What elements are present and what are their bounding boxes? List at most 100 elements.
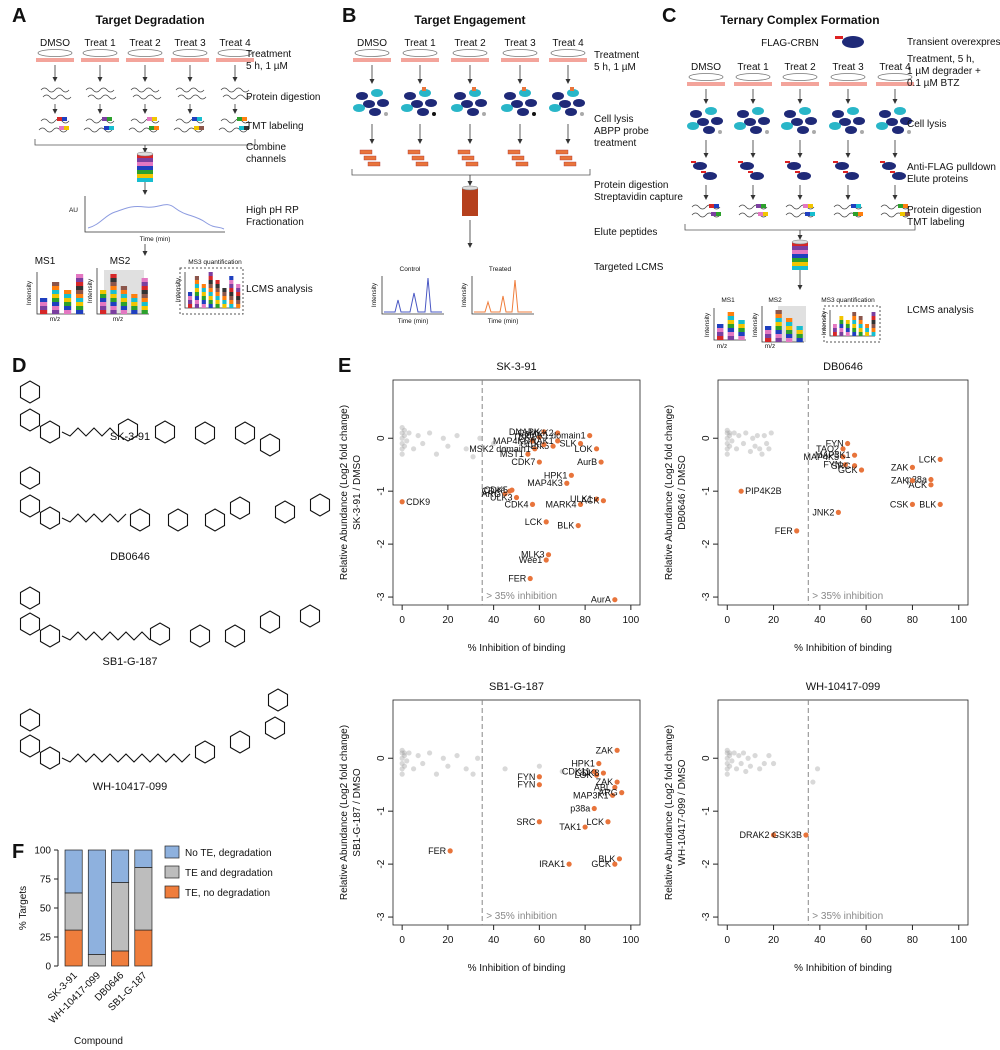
condition-label: Treat 1 bbox=[404, 38, 436, 49]
arrow-head bbox=[232, 77, 238, 82]
flag-tag bbox=[701, 171, 706, 173]
protein bbox=[451, 104, 463, 112]
y-axis-label: DB0646 / DMSO bbox=[677, 455, 688, 530]
spectrum-band bbox=[120, 298, 128, 302]
spectrum-band bbox=[236, 284, 241, 288]
spectrum-band bbox=[76, 290, 84, 294]
tmt-tag bbox=[858, 212, 863, 216]
point bbox=[401, 752, 408, 759]
tmt-tag bbox=[810, 212, 815, 216]
chart-title: DB0646 bbox=[823, 361, 863, 373]
chart-title: SK-3-91 bbox=[496, 361, 536, 373]
highlighted-point bbox=[835, 509, 841, 515]
point bbox=[559, 768, 565, 775]
point bbox=[420, 760, 426, 767]
column-top bbox=[791, 239, 809, 245]
point-label: DNAPK bbox=[509, 427, 540, 437]
point-label: Erk5 bbox=[531, 441, 550, 451]
point bbox=[724, 755, 730, 761]
protein bbox=[454, 92, 466, 100]
point-label: CaMKK2 bbox=[518, 428, 554, 438]
tmt-tag bbox=[756, 204, 761, 208]
spectrum-band bbox=[775, 310, 782, 314]
protein bbox=[417, 108, 429, 116]
spectrum-band bbox=[110, 302, 117, 306]
spectrum-band bbox=[845, 328, 850, 332]
arrow-head bbox=[892, 195, 898, 200]
peptide-tag bbox=[367, 161, 381, 167]
tmt-tag bbox=[716, 212, 721, 216]
crbn bbox=[845, 172, 859, 180]
treatment-bar bbox=[36, 58, 74, 62]
panel-letter: A bbox=[12, 5, 26, 27]
peptide bbox=[130, 118, 160, 124]
point bbox=[736, 432, 742, 439]
protein bbox=[549, 104, 561, 112]
point-label: IRAK1 bbox=[528, 436, 554, 446]
tmt-tag bbox=[805, 212, 810, 216]
crbn bbox=[797, 172, 811, 180]
arrow-head bbox=[703, 99, 709, 104]
axis-label: m/z bbox=[717, 343, 727, 350]
peptide bbox=[83, 127, 113, 133]
highlighted-point bbox=[928, 476, 934, 483]
ring bbox=[39, 420, 61, 444]
x-tick-label: 100 bbox=[950, 615, 967, 626]
column-band bbox=[792, 246, 808, 250]
point bbox=[401, 427, 408, 433]
tmt-tag bbox=[57, 117, 62, 121]
point bbox=[731, 430, 737, 436]
threshold-label: > 35% inhibition bbox=[812, 591, 883, 602]
arrow-head bbox=[750, 195, 756, 200]
axis-label: Intensity bbox=[752, 312, 759, 337]
spectrum-band bbox=[839, 320, 844, 324]
highlighted-point bbox=[928, 482, 934, 488]
point bbox=[401, 750, 408, 756]
point bbox=[399, 755, 405, 761]
spectrum-band bbox=[208, 284, 213, 288]
spectrum-band bbox=[858, 316, 863, 320]
point bbox=[750, 435, 756, 441]
spectrum-band bbox=[76, 278, 84, 282]
spectrum-band bbox=[76, 274, 84, 278]
spectrum-band bbox=[110, 278, 117, 282]
spectrum-band bbox=[786, 334, 793, 338]
point-label: ZAK bbox=[891, 476, 909, 486]
peptide bbox=[173, 127, 203, 133]
arrow-head bbox=[369, 79, 375, 84]
step-label: Treatment, 5 h, bbox=[907, 54, 974, 65]
spectrum-band bbox=[229, 280, 234, 284]
compound-name: SB1-G-187 bbox=[102, 656, 157, 668]
protein bbox=[425, 99, 437, 107]
point bbox=[415, 432, 421, 439]
arrow-head bbox=[565, 79, 571, 84]
spectrum-band bbox=[236, 300, 241, 304]
highlighted-point bbox=[609, 792, 616, 798]
peptide-tag bbox=[411, 155, 425, 161]
spectrum-band bbox=[120, 310, 128, 314]
point bbox=[736, 752, 742, 759]
axis-label: m/z bbox=[50, 316, 60, 323]
highlighted-point bbox=[532, 446, 538, 452]
highlighted-point bbox=[612, 597, 618, 603]
x-axis-label: Compound bbox=[74, 1036, 123, 1047]
ring bbox=[259, 433, 281, 457]
arrow-head bbox=[52, 109, 58, 114]
arrow-head bbox=[417, 79, 423, 84]
step-label: Protein digestion bbox=[907, 205, 982, 216]
point bbox=[445, 443, 451, 449]
point bbox=[399, 446, 405, 452]
point bbox=[761, 760, 767, 767]
point bbox=[724, 750, 730, 756]
y-tick-label: 100 bbox=[34, 846, 51, 857]
point bbox=[733, 766, 740, 772]
arrow-head bbox=[845, 195, 851, 200]
spectrum-band bbox=[64, 302, 72, 306]
ms-label: MS3 quantification bbox=[188, 259, 242, 266]
spectrum-band bbox=[738, 324, 745, 328]
tmt-tag bbox=[711, 212, 716, 216]
crbn bbox=[750, 172, 764, 180]
threshold-label: > 35% inhibition bbox=[812, 911, 883, 922]
linker bbox=[61, 513, 127, 523]
spectrum-band bbox=[871, 332, 876, 336]
